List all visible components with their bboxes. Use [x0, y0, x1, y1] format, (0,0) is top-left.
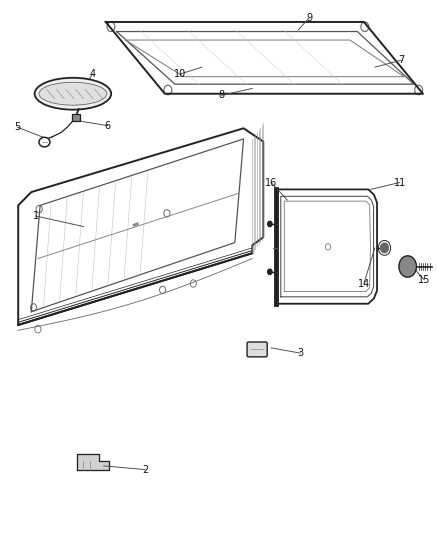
- Text: 10: 10: [173, 69, 186, 79]
- Ellipse shape: [35, 78, 111, 110]
- Circle shape: [380, 243, 388, 253]
- Text: 7: 7: [397, 55, 403, 65]
- Polygon shape: [77, 454, 109, 470]
- Ellipse shape: [39, 138, 50, 147]
- Text: 2: 2: [141, 465, 148, 474]
- Text: 11: 11: [393, 177, 405, 188]
- Text: 4: 4: [89, 69, 95, 79]
- Circle shape: [267, 269, 272, 274]
- Text: 8: 8: [218, 90, 224, 100]
- Text: 15: 15: [417, 275, 430, 285]
- FancyBboxPatch shape: [72, 115, 80, 121]
- Circle shape: [398, 256, 416, 277]
- Text: 9: 9: [305, 13, 311, 23]
- Text: 14: 14: [357, 279, 369, 288]
- Text: 6: 6: [105, 120, 111, 131]
- Text: 3: 3: [297, 348, 303, 358]
- Ellipse shape: [39, 82, 106, 105]
- Circle shape: [267, 221, 272, 227]
- Text: 5: 5: [14, 122, 21, 132]
- FancyBboxPatch shape: [247, 342, 267, 357]
- Text: 16: 16: [265, 177, 277, 188]
- Text: 1: 1: [32, 211, 39, 221]
